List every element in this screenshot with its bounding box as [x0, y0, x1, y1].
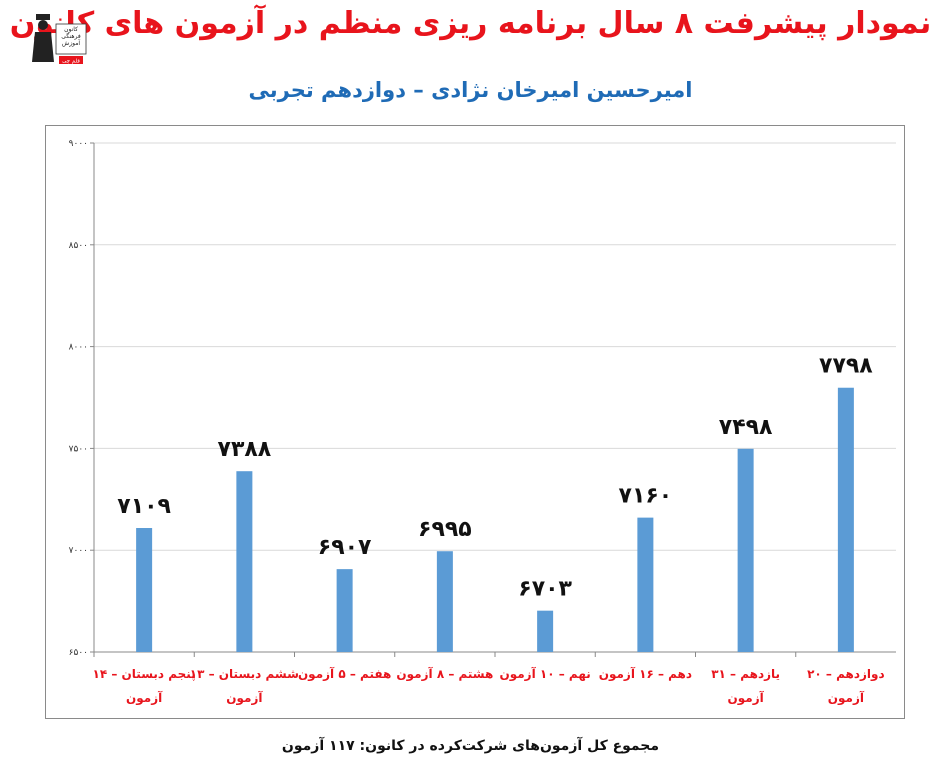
svg-text:کانون: کانون: [64, 26, 78, 33]
y-tick-label: ۷۵۰۰: [69, 444, 88, 454]
x-category-label: هفتم – ۵ آزمون: [298, 666, 391, 682]
chart-subtitle: امیرحسین امیرخان نژادی – دوازدهم تجربی: [248, 78, 693, 102]
data-label: ۷۷۹۸: [819, 354, 873, 379]
y-tick-label: ۷۰۰۰: [69, 546, 88, 556]
bar: [637, 517, 654, 652]
svg-text:قلم چی: قلم چی: [62, 59, 80, 65]
x-category-label: دوازدهم – ۲۰: [807, 667, 885, 682]
svg-text:آموزش: آموزش: [62, 38, 81, 47]
bar: [136, 528, 153, 652]
x-category-label: یازدهم – ۳۱: [711, 667, 780, 681]
x-category-label: ششم دبستان – ۱۳: [190, 667, 299, 681]
y-tick-label: ۹۰۰۰: [69, 139, 88, 149]
bar: [837, 387, 854, 652]
data-label: ۷۴۹۸: [719, 415, 773, 440]
chart-title: نمودار پیشرفت ۸ سال برنامه ریزی منظم در …: [9, 6, 932, 41]
bar: [737, 448, 754, 652]
data-label: ۷۱۶۰: [619, 484, 673, 509]
bar: [336, 569, 353, 652]
data-label: ۷۳۸۸: [218, 437, 272, 462]
x-category-label: آزمون: [828, 690, 865, 706]
bar: [236, 471, 253, 652]
x-category-label: آزمون: [126, 690, 163, 706]
x-category-label: هشتم – ۸ آزمون: [396, 666, 493, 682]
x-category-label: پنجم دبستان – ۱۴: [93, 667, 196, 681]
bar: [436, 551, 453, 652]
svg-text:فرهنگی: فرهنگی: [61, 32, 81, 40]
x-category-label: آزمون: [728, 690, 765, 706]
y-tick-label: ۶۵۰۰: [69, 648, 88, 658]
x-category-label: نهم – ۱۰ آزمون: [499, 666, 590, 682]
footer-note: مجموع کل آزمون‌های شرکت‌کرده در کانون: ۱…: [281, 738, 660, 754]
kanoon-logo: کانون فرهنگی آموزش قلم چی: [32, 14, 87, 65]
data-label: ۶۹۰۷: [318, 535, 372, 560]
bar-chart: ۶۵۰۰ ۷۰۰۰ ۷۵۰۰ ۸۰۰۰ ۸۵۰۰ ۹۰۰۰ ۷۱۰۹ پنجم دبستان …: [69, 139, 896, 706]
y-tick-label: ۸۰۰۰: [69, 343, 88, 353]
chart-area: ۶۵۰۰ ۷۰۰۰ ۷۵۰۰ ۸۰۰۰ ۸۵۰۰ ۹۰۰۰ ۷۱۰۹ پنجم دبستان …: [45, 125, 905, 719]
data-label: ۶۷۰۳: [518, 577, 572, 602]
y-tick-label: ۸۵۰۰: [69, 241, 88, 251]
data-label: ۷۱۰۹: [117, 494, 171, 519]
x-category-label: آزمون: [226, 690, 263, 706]
data-label: ۶۹۹۵: [418, 517, 472, 542]
bar: [537, 610, 554, 652]
x-category-label: دهم – ۱۶ آزمون: [599, 666, 692, 682]
